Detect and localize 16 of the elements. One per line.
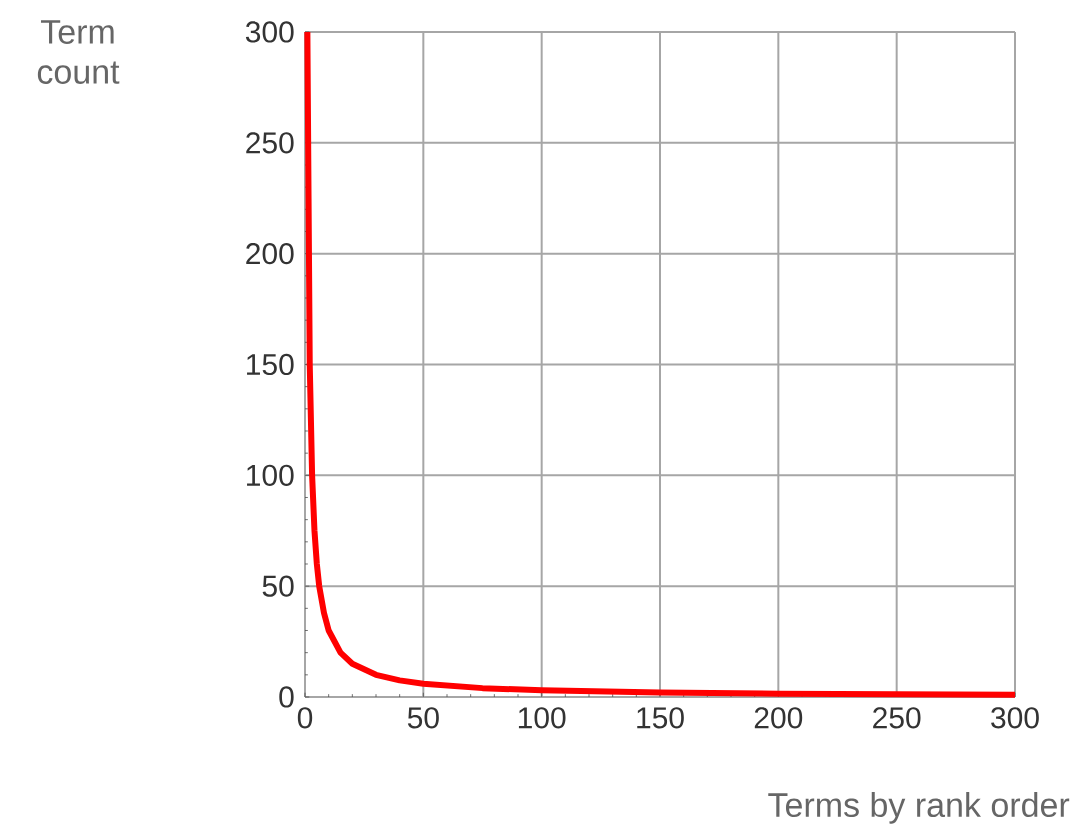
y-tick-label: 100 <box>247 464 294 486</box>
y-tick-label: 200 <box>246 243 294 265</box>
x-tick-label: 300 <box>991 707 1039 729</box>
y-tick-label: 300 <box>245 21 294 43</box>
x-tick-label: 250 <box>873 707 921 729</box>
x-tick-label: 200 <box>754 707 803 729</box>
x-tick-label: 50 <box>407 707 439 729</box>
y-axis-title: Term count <box>37 20 120 84</box>
x-tick-label: 150 <box>637 707 684 729</box>
x-axis-title: Terms by rank order <box>768 792 1070 824</box>
x-tick-label: 100 <box>518 707 566 729</box>
y-tick-label: 0 <box>279 686 294 708</box>
x-tick-label: 0 <box>297 707 313 729</box>
y-tick-label: 150 <box>247 353 294 376</box>
y-tick-label: 50 <box>262 575 294 597</box>
y-tick-label: 250 <box>246 132 294 154</box>
